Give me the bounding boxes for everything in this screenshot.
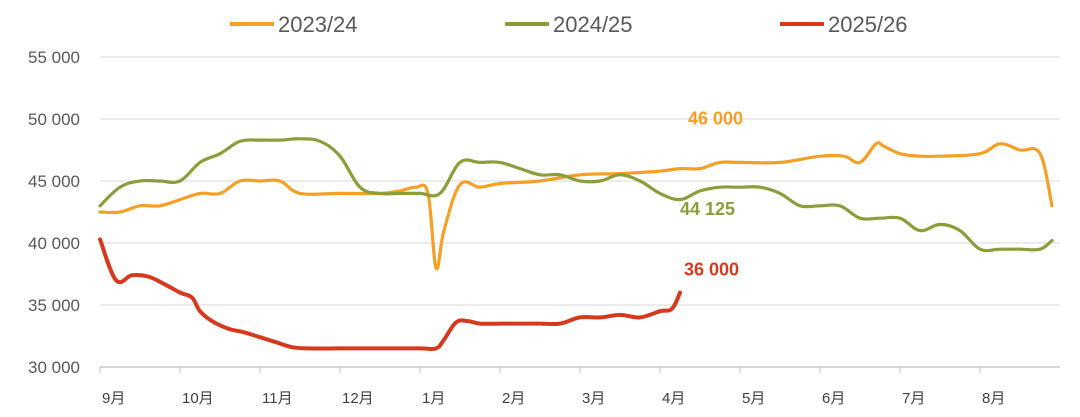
annotation-label: 36 000: [684, 260, 739, 280]
x-tick-label: 9月: [102, 390, 125, 407]
x-tick-label: 3月: [582, 390, 605, 407]
y-tick-label: 55 000: [28, 48, 80, 67]
series-lines: [98, 137, 1054, 352]
y-axis: 55 000 50 000 45 000 40 000 35 000 30 000: [28, 48, 80, 377]
legend: 2023/24 2024/25 2025/26: [230, 12, 908, 37]
annotation-label: 46 000: [688, 109, 743, 129]
y-tick-label: 50 000: [28, 110, 80, 129]
legend-label: 2023/24: [278, 12, 358, 37]
legend-label: 2025/26: [828, 12, 908, 37]
x-tick-label: 6月: [822, 390, 845, 407]
x-tick-label: 2月: [502, 390, 525, 407]
x-tick-label: 11月: [262, 390, 293, 407]
x-tick-label: 10月: [182, 390, 214, 407]
x-tick-label: 5月: [742, 390, 765, 407]
x-tick-label: 12月: [342, 390, 374, 407]
x-axis: 9月 10月 11月 12月 1月 2月 3月 4月 5月 6月 7月 8月: [99, 366, 1060, 407]
x-tick-label: 4月: [662, 390, 685, 407]
y-tick-label: 30 000: [28, 358, 80, 377]
x-tick-label: 8月: [982, 390, 1005, 407]
y-tick-label: 35 000: [28, 296, 80, 315]
series-line-2024-25: [98, 137, 1054, 253]
y-tick-label: 40 000: [28, 234, 80, 253]
legend-label: 2024/25: [553, 12, 633, 37]
x-tick-label: 7月: [902, 390, 925, 407]
series-line-2023-24: [98, 141, 1054, 271]
x-tick-label: 1月: [422, 390, 445, 407]
y-tick-label: 45 000: [28, 172, 80, 191]
series-line-2025-26: [98, 237, 682, 352]
value-annotations: 46 000 44 125 36 000: [680, 109, 743, 280]
annotation-label: 44 125: [680, 199, 735, 219]
